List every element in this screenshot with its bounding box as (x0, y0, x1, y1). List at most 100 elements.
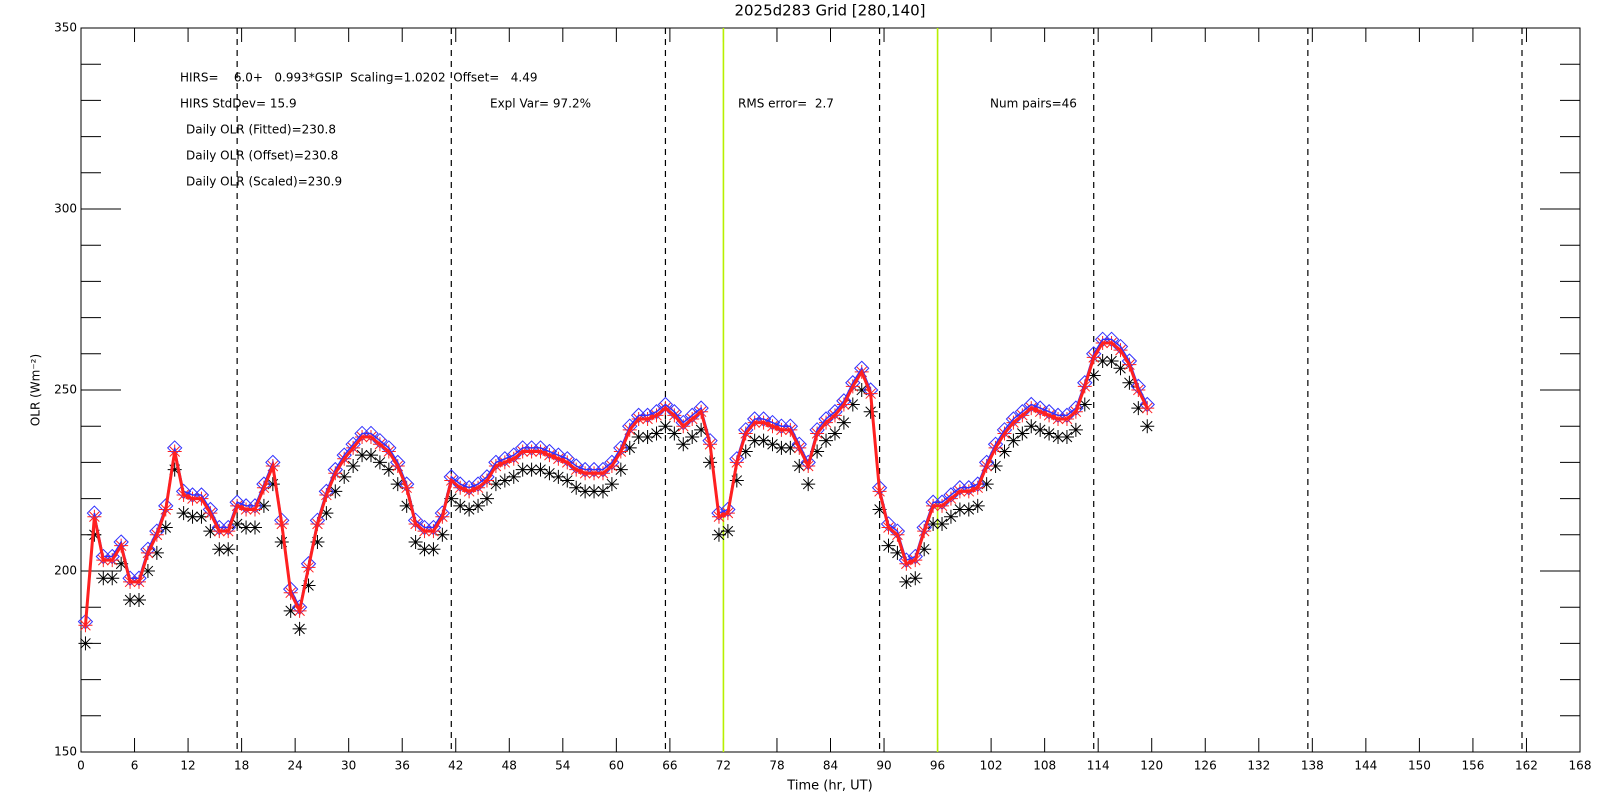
asterisk-marker (595, 484, 610, 499)
asterisk-marker (961, 502, 976, 517)
asterisk-marker (979, 477, 994, 492)
asterisk-marker (845, 397, 860, 412)
x-tick-label: 114 (1087, 759, 1110, 773)
asterisk-marker (1015, 426, 1030, 441)
asterisk-marker (337, 469, 352, 484)
x-tick-label: 132 (1247, 759, 1270, 773)
asterisk-marker (685, 430, 700, 445)
annotation: Daily OLR (Fitted)=230.8 (186, 123, 336, 137)
annotation: RMS error= 2.7 (738, 97, 834, 111)
annotation: Daily OLR (Offset)=230.8 (186, 149, 338, 163)
asterisk-marker (997, 444, 1012, 459)
asterisk-marker (836, 415, 851, 430)
asterisk-marker (542, 466, 557, 481)
asterisk-marker (149, 545, 164, 560)
asterisk-marker (560, 473, 575, 488)
asterisk-marker (667, 426, 682, 441)
asterisk-marker (1122, 375, 1137, 390)
asterisk-marker (551, 469, 566, 484)
asterisk-marker (471, 498, 486, 513)
x-tick-label: 54 (555, 759, 570, 773)
asterisk-marker (890, 545, 905, 560)
x-tick-label: 66 (662, 759, 677, 773)
asterisk-marker (613, 462, 628, 477)
x-tick-label: 42 (448, 759, 463, 773)
annotation: Num pairs=46 (990, 97, 1077, 111)
x-tick-label: 168 (1569, 759, 1592, 773)
asterisk-marker (444, 491, 459, 506)
asterisk-marker (247, 520, 262, 535)
asterisk-marker (926, 516, 941, 531)
x-tick-label: 126 (1194, 759, 1217, 773)
asterisk-marker (524, 462, 539, 477)
x-tick-label: 24 (288, 759, 303, 773)
asterisk-marker (328, 484, 343, 499)
x-tick-label: 90 (876, 759, 891, 773)
asterisk-marker (863, 404, 878, 419)
x-tick-label: 138 (1301, 759, 1324, 773)
x-tick-label: 162 (1515, 759, 1538, 773)
asterisk-marker (123, 592, 138, 607)
asterisk-marker (1086, 368, 1101, 383)
asterisk-marker (506, 469, 521, 484)
x-tick-label: 48 (502, 759, 517, 773)
asterisk-marker (408, 535, 423, 550)
asterisk-marker (355, 448, 370, 463)
asterisk-marker (658, 419, 673, 434)
asterisk-marker (881, 538, 896, 553)
asterisk-marker (569, 480, 584, 495)
asterisk-marker (676, 437, 691, 452)
annotation: Expl Var= 97.2% (490, 97, 591, 111)
x-tick-label: 150 (1408, 759, 1431, 773)
asterisk-marker (587, 484, 602, 499)
asterisk-marker (578, 484, 593, 499)
y-tick-label: 350 (54, 21, 77, 35)
asterisk-marker (756, 433, 771, 448)
asterisk-marker (738, 444, 753, 459)
asterisk-marker (908, 571, 923, 586)
asterisk-marker (1059, 430, 1074, 445)
asterisk-marker (158, 520, 173, 535)
asterisk-marker (810, 444, 825, 459)
asterisk-marker (363, 448, 378, 463)
asterisk-marker (78, 636, 93, 651)
asterisk-marker (1024, 419, 1039, 434)
asterisk-marker (952, 502, 967, 517)
x-tick-label: 6 (131, 759, 139, 773)
asterisk-marker (1095, 354, 1110, 369)
x-tick-label: 102 (980, 759, 1003, 773)
x-tick-label: 18 (234, 759, 249, 773)
asterisk-marker (435, 527, 450, 542)
y-tick-label: 200 (54, 564, 77, 578)
asterisk-marker (256, 498, 271, 513)
asterisk-marker (765, 437, 780, 452)
asterisk-marker (854, 383, 869, 397)
asterisk-marker (747, 433, 762, 448)
x-tick-label: 144 (1354, 759, 1377, 773)
annotation: Daily OLR (Scaled)=230.9 (186, 175, 342, 189)
asterisk-marker (899, 574, 914, 589)
y-axis-label: OLR (Wm⁻²) (29, 354, 43, 426)
asterisk-marker (801, 477, 816, 492)
x-tick-label: 96 (930, 759, 945, 773)
asterisk-marker (943, 509, 958, 524)
asterisk-marker (212, 542, 227, 557)
asterisk-marker (381, 462, 396, 477)
y-tick-label: 300 (54, 202, 77, 216)
asterisk-marker (417, 542, 432, 557)
y-tick-label: 250 (54, 383, 77, 397)
x-tick-label: 30 (341, 759, 356, 773)
asterisk-marker (872, 502, 887, 517)
asterisk-marker (729, 473, 744, 488)
asterisk-marker (497, 473, 512, 488)
asterisk-marker (274, 535, 289, 550)
asterisk-marker (1140, 419, 1155, 434)
asterisk-marker (1113, 361, 1128, 376)
asterisk-marker (631, 430, 646, 445)
asterisk-marker (694, 422, 709, 437)
asterisk-marker (711, 527, 726, 542)
x-tick-label: 12 (180, 759, 195, 773)
asterisk-marker (140, 564, 155, 578)
asterisk-marker (221, 542, 236, 557)
